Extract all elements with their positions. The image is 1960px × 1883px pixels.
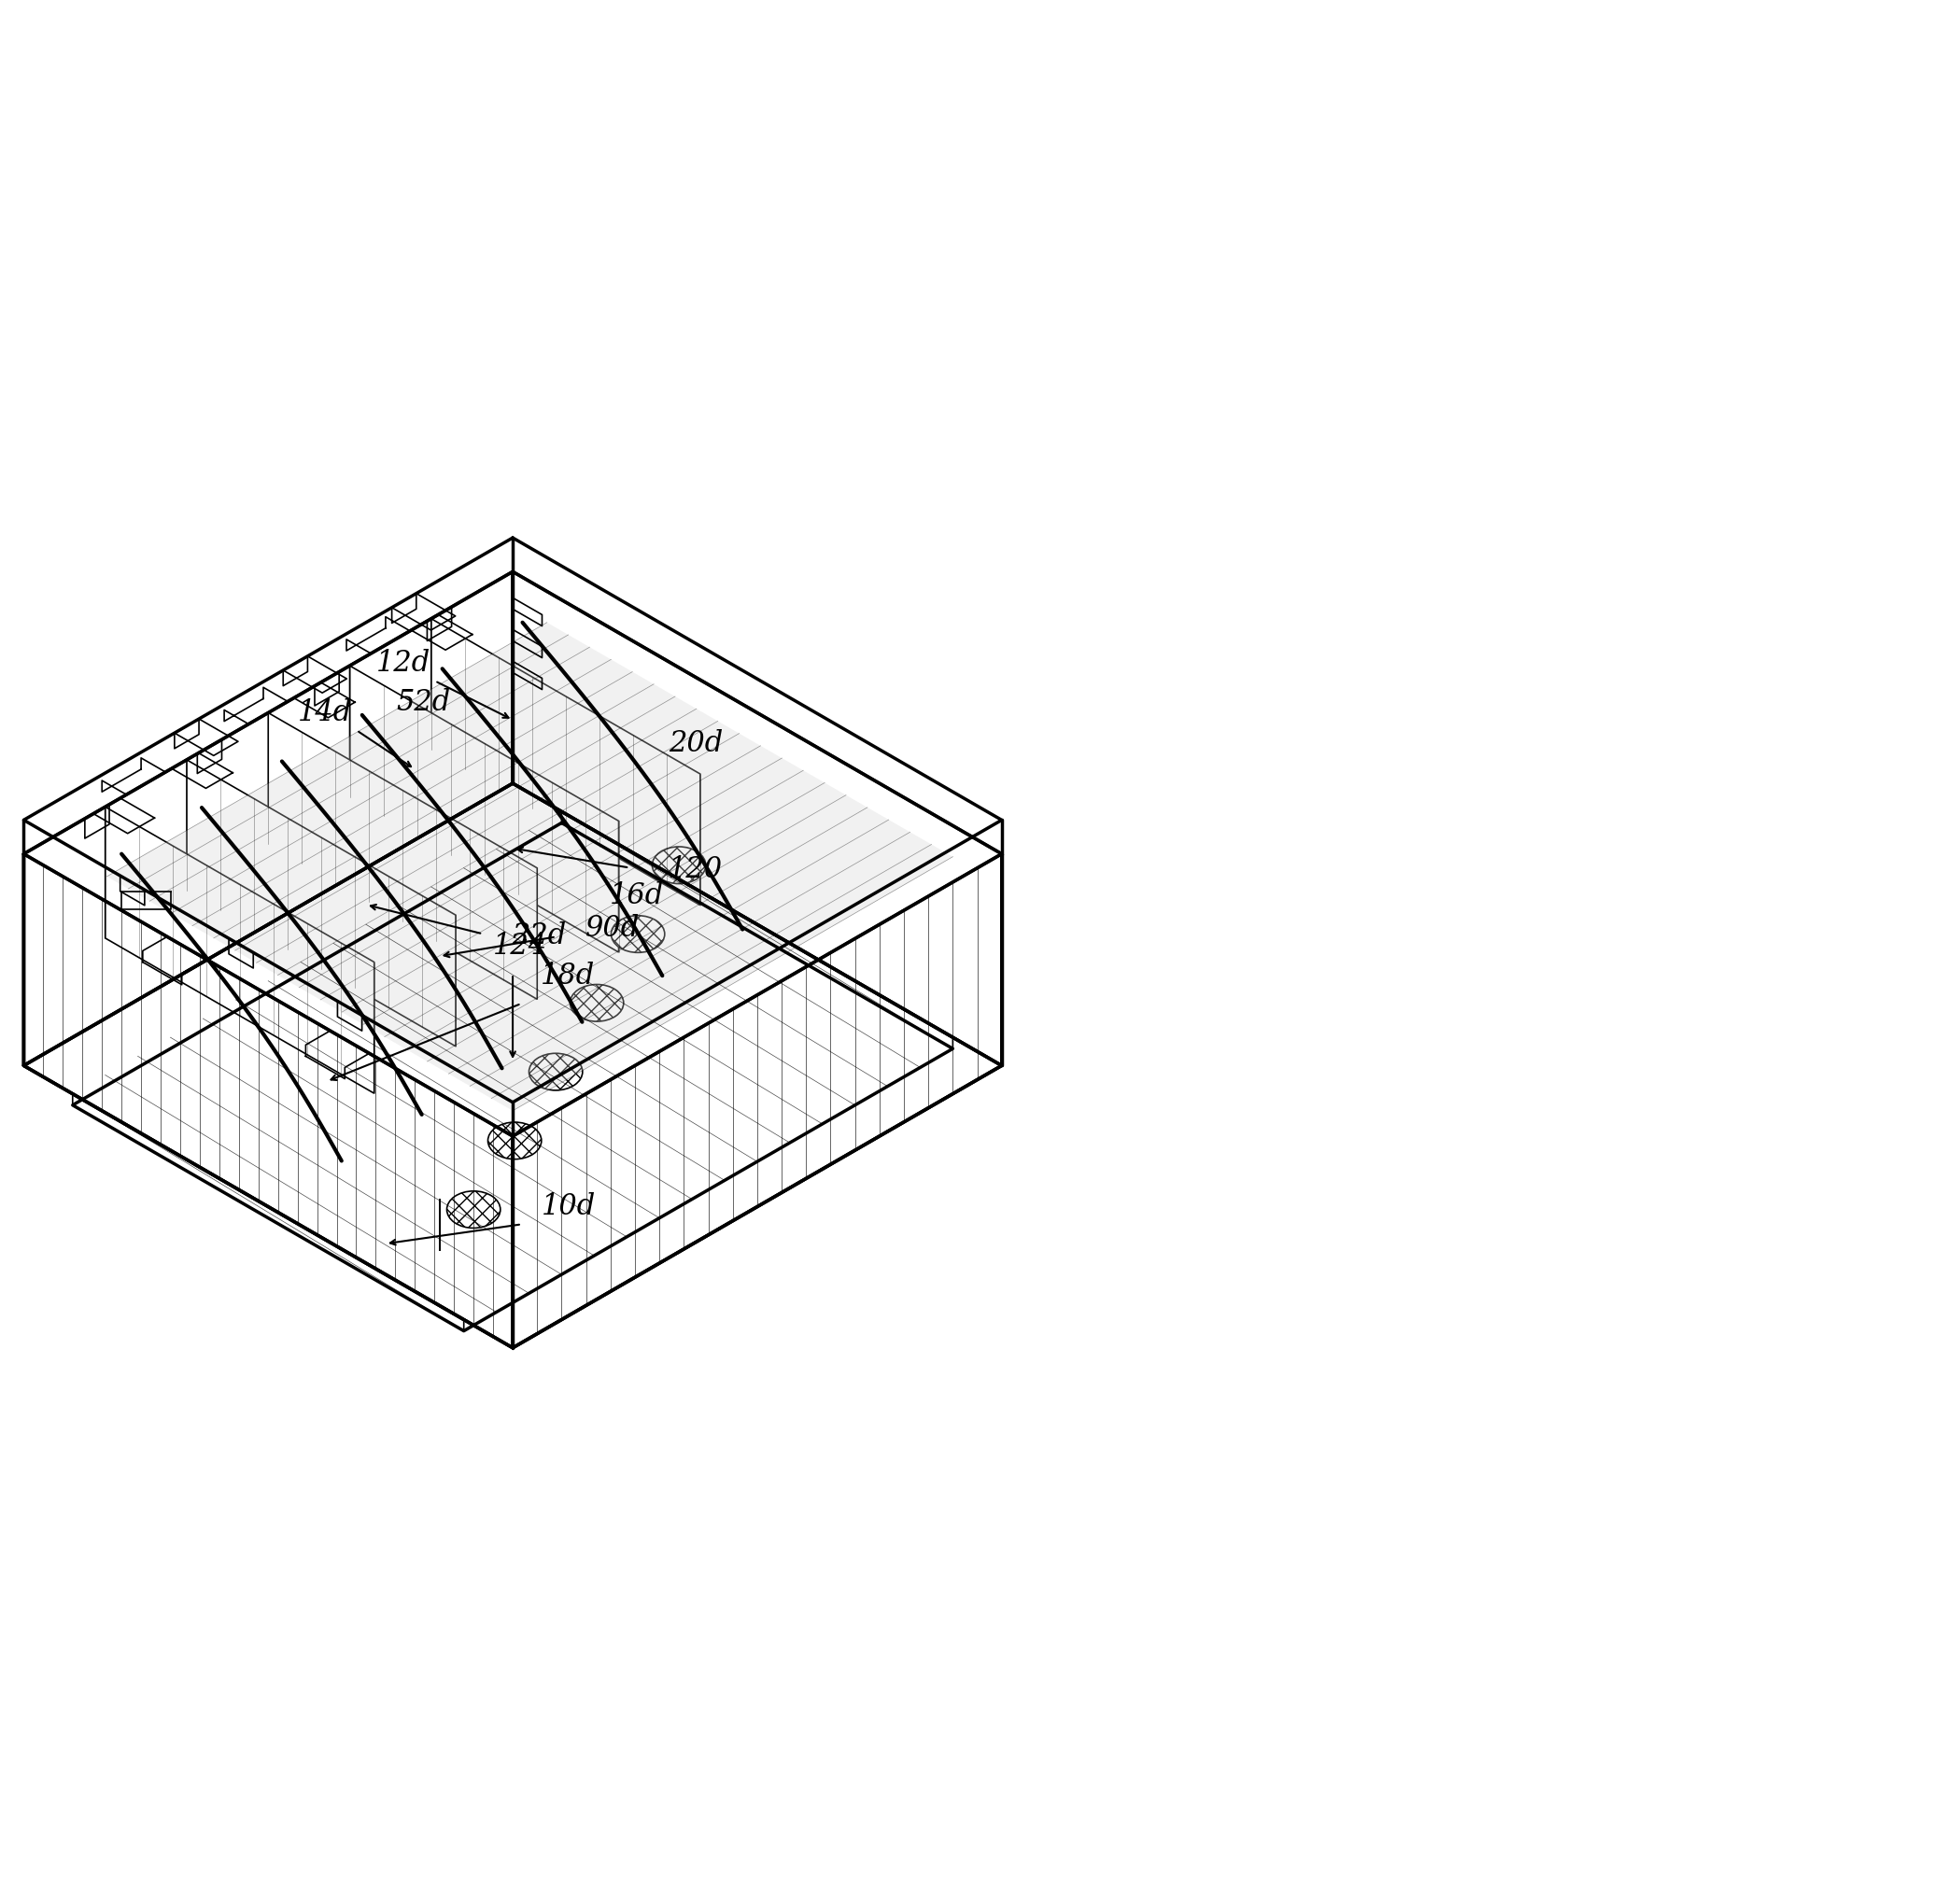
Polygon shape (186, 761, 455, 1047)
Polygon shape (269, 714, 537, 1000)
Polygon shape (431, 620, 700, 906)
Text: 22d: 22d (512, 921, 566, 951)
Text: 14d: 14d (298, 699, 353, 727)
Text: 18d: 18d (541, 962, 596, 990)
Ellipse shape (529, 1053, 582, 1090)
Polygon shape (106, 806, 374, 1094)
Text: 120: 120 (668, 855, 723, 883)
Polygon shape (24, 853, 514, 1348)
Text: 20d: 20d (668, 729, 723, 757)
Ellipse shape (653, 847, 706, 883)
Text: 10d: 10d (541, 1192, 596, 1220)
Ellipse shape (488, 1122, 541, 1160)
Ellipse shape (612, 915, 664, 953)
Text: 124: 124 (494, 932, 547, 960)
Text: 12d: 12d (376, 650, 431, 678)
Text: 52d: 52d (396, 689, 451, 717)
Text: 90d: 90d (586, 915, 639, 943)
Text: 16d: 16d (610, 881, 664, 909)
Polygon shape (108, 623, 953, 1111)
Polygon shape (349, 667, 619, 953)
Ellipse shape (447, 1192, 500, 1228)
Ellipse shape (570, 985, 623, 1021)
